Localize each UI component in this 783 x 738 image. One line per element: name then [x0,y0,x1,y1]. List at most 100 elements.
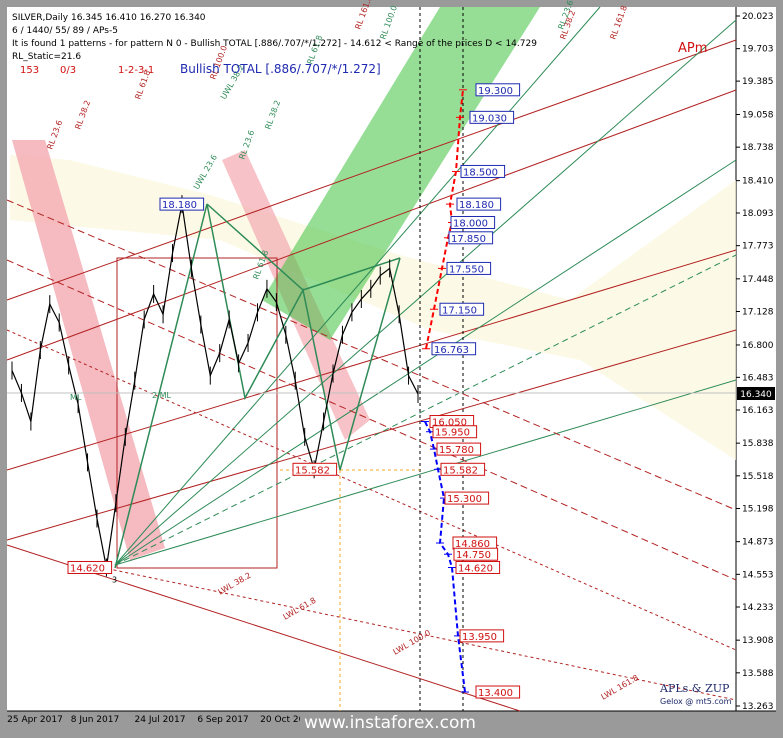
symbol-ohlc-line: SILVER,Daily 16.345 16.410 16.270 16.340 [12,13,206,23]
fib-lines [6,6,737,712]
target-down-label: 15.780 [439,445,474,456]
fib-line [114,19,737,566]
brand-label: APm [678,41,707,56]
target-up-label-box [439,302,485,316]
y-tick-label: 17.128 [742,307,774,317]
fib-line [114,379,737,566]
target-up-label-box [460,164,506,178]
y-tick-labels: 20.023 19.703 19.385 19.058 18.738 18.410 18.0… [742,12,774,712]
target-up-label: 17.850 [451,234,486,245]
target-up-label: 17.550 [449,264,484,275]
y-tick-label: 16.800 [742,341,774,351]
y-tick-label: 19.058 [742,110,774,120]
pivot-label: 14.620 [70,563,105,574]
current-price-label: 16.340 [740,390,772,400]
target-up-label-box [446,261,492,275]
x-tick-labels: 25 Apr 2017 8 Jun 2017 24 Jul 2017 6 Sep 20… [7,715,316,725]
green-zone [262,7,540,340]
target-down-label: 13.400 [478,688,513,699]
target-up-label-box [431,342,477,356]
y-tick-label: 15.198 [742,504,774,514]
red-zone-left [12,140,165,560]
y-tick-label: 13.263 [742,702,774,712]
current-price-box [737,387,775,400]
pivot-tag: 3 [112,575,117,584]
y-tick-label: 16.163 [742,406,774,416]
target-up-label-box [456,197,502,211]
counter-a: 153 [20,65,39,76]
fib-label: ML [70,393,82,402]
target-up-label: 19.300 [478,86,513,97]
y-tick-label: 13.588 [742,669,774,679]
target-down-label: 14.750 [456,550,491,561]
x-tick-label: 8 Jun 2017 [71,715,119,725]
fib-line [6,329,737,541]
target-down-label-box [475,685,521,699]
target-down-label: 15.950 [435,428,470,439]
fib-line [114,6,601,566]
pattern-wing [206,203,401,291]
target-down-label-box [436,442,482,456]
y-tick-label: 19.703 [742,45,774,55]
target-up-label: 17.150 [442,305,477,316]
target-labels: 19.300 19.030 18.500 18.180 18.000 17.850 17.5… [421,83,521,699]
pivot-label-box [292,462,338,476]
y-gridlines [736,15,740,707]
target-down-label: 14.620 [458,563,493,574]
target-up-label-box [450,215,496,229]
fib-line [6,329,737,651]
fib-line [114,254,737,566]
target-down-label-box [453,547,499,561]
credit-line-1: APLs & ZUP [659,682,730,695]
y-tick-label: 17.448 [742,275,774,285]
x-tick-label: 24 Jul 2017 [135,715,186,725]
target-down-label: 15.300 [447,494,482,505]
credit-line-2: Gelox @ mt5.com [660,697,732,706]
fib-line [6,89,737,361]
target-up-label-box [475,83,521,97]
x-tick-label: 6 Sep 2017 [197,715,248,725]
target-up-label: 19.030 [472,113,507,124]
target-down-label-box [455,560,501,574]
range-box [116,257,278,569]
fib-line [89,564,737,701]
pattern-sequence: 1-2-3-1 [118,65,154,76]
target-down-label-box [440,462,486,476]
pivot-label: 18.180 [162,200,197,211]
y-tick-label: 15.838 [742,439,774,449]
fib-line [6,39,737,301]
pivot-label-box [67,560,113,574]
target-down-label-box [432,425,478,439]
y-tick-label: 14.553 [742,570,774,580]
target-down-label-box [444,491,490,505]
pattern-name: Bullish TOTAL [.886/.707/*/1.272] [180,62,381,76]
pivot-label: 15.582 [295,465,330,476]
x-tick-label: 25 Apr 2017 [7,715,63,725]
y-tick-label: 16.483 [742,373,774,383]
pattern-found-line: It is found 1 patterns - for pattern N 0… [12,39,537,49]
fib-label: 2 ML [152,391,172,400]
y-tick-label: 19.385 [742,77,774,87]
target-down-label: 14.860 [455,539,490,550]
y-tick-label: 18.410 [742,177,774,187]
pivot-label-box [159,197,205,211]
rl-static-line: RL_Static=21.6 [12,52,81,62]
x-tick-label: 20 Oct 2017 [260,715,316,725]
target-up-label-box [448,231,494,245]
target-up-label: 18.000 [453,218,488,229]
y-tick-label: 17.773 [742,242,774,252]
watermark-bg [300,712,480,734]
pitchfork-fill [10,155,736,460]
y-tick-label: 14.873 [742,538,774,548]
target-up-label-box [469,110,515,124]
projection-down-path [424,421,466,693]
target-up-label: 18.180 [459,200,494,211]
y-tick-label: 13.908 [742,636,774,646]
target-down-label: 16.050 [432,418,467,429]
target-up-label: 16.763 [434,345,469,356]
target-down-label: 15.582 [443,465,478,476]
fib-line [6,259,737,581]
price-axis-panel [736,7,776,711]
